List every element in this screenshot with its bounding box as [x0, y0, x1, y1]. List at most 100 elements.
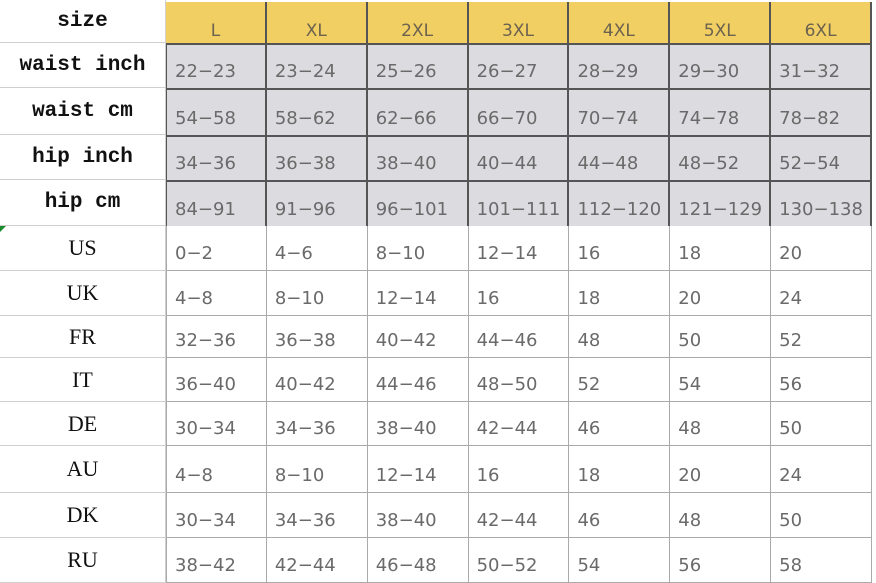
row-label: IT — [0, 358, 166, 402]
row-label: size — [0, 0, 166, 43]
row-label: FR — [0, 316, 166, 358]
column-header: L — [166, 2, 267, 43]
row-labels: size waist inch waist cm hip inch hip cm US UK… — [0, 0, 166, 583]
table-cell: 44−48 — [569, 135, 671, 180]
table-cell: 18 — [670, 226, 772, 271]
table-row: 34−36 36−38 38−40 40−44 44−48 48−52 52−54 — [166, 135, 873, 180]
table-row: 32−36 36−38 40−42 44−46 48 50 52 — [166, 316, 873, 358]
table-cell: 12−14 — [367, 446, 469, 493]
table-cell: 50−52 — [468, 538, 570, 583]
table-cell: 58−62 — [266, 88, 368, 135]
table-cell: 8−10 — [266, 446, 368, 493]
table-cell: 12−14 — [468, 226, 570, 271]
table-row: 30−34 34−36 38−40 42−44 46 48 50 — [166, 402, 873, 446]
table-cell: 84−91 — [166, 180, 267, 226]
table-cell: 52 — [771, 316, 873, 358]
row-label: UK — [0, 271, 166, 316]
table-cell: 78−82 — [771, 88, 873, 135]
table-cell: 52 — [569, 358, 671, 402]
table-cell: 36−38 — [266, 316, 368, 358]
table-cell: 91−96 — [266, 180, 368, 226]
table-cell: 48−50 — [468, 358, 570, 402]
table-cell: 18 — [569, 446, 671, 493]
table-row: 36−40 40−42 44−46 48−50 52 54 56 — [166, 358, 873, 402]
table-cell: 66−70 — [468, 88, 570, 135]
table-cell: 50 — [670, 316, 772, 358]
table-cell: 0−2 — [166, 226, 267, 271]
table-cell: 46 — [569, 493, 671, 538]
table-cell: 42−44 — [468, 493, 570, 538]
row-label: hip inch — [0, 135, 166, 180]
table-cell: 42−44 — [468, 402, 570, 446]
column-header: 6XL — [771, 2, 873, 43]
table-cell: 58 — [771, 538, 873, 583]
table-cell: 30−34 — [166, 493, 267, 538]
table-cell: 112−120 — [569, 180, 671, 226]
table-cell: 44−46 — [367, 358, 469, 402]
table-cell: 25−26 — [367, 43, 469, 88]
table-cell: 96−101 — [367, 180, 469, 226]
table-row: 54−58 58−62 62−66 66−70 70−74 74−78 78−82 — [166, 88, 873, 135]
table-cell: 50 — [771, 493, 873, 538]
table-cell: 54−58 — [166, 88, 267, 135]
table-row: 30−34 34−36 38−40 42−44 46 48 50 — [166, 493, 873, 538]
table-cell: 54 — [569, 538, 671, 583]
table-cell: 38−40 — [367, 493, 469, 538]
table-cell: 23−24 — [266, 43, 368, 88]
table-cell: 34−36 — [266, 493, 368, 538]
table-cell: 56 — [670, 538, 772, 583]
table-cell: 26−27 — [468, 43, 570, 88]
table-cell: 74−78 — [670, 88, 772, 135]
table-cell: 56 — [771, 358, 873, 402]
row-label: US — [0, 226, 166, 271]
column-header: 3XL — [468, 2, 570, 43]
header-row: L XL 2XL 3XL 4XL 5XL 6XL — [166, 2, 873, 43]
table-cell: 42−44 — [266, 538, 368, 583]
table-cell: 24 — [771, 446, 873, 493]
row-label: AU — [0, 446, 166, 493]
table-cell: 46−48 — [367, 538, 469, 583]
table-cell: 32−36 — [166, 316, 267, 358]
table-cell: 121−129 — [670, 180, 772, 226]
column-header: 2XL — [367, 2, 469, 43]
table-row: 84−91 91−96 96−101 101−111 112−120 121−129 130… — [166, 180, 873, 226]
table-cell: 4−6 — [266, 226, 368, 271]
table-cell: 4−8 — [166, 446, 267, 493]
table-cell: 46 — [569, 402, 671, 446]
table-cell: 36−38 — [266, 135, 368, 180]
row-label: waist cm — [0, 88, 166, 135]
table-cell: 8−10 — [367, 226, 469, 271]
table-cell: 50 — [771, 402, 873, 446]
column-header: 4XL — [569, 2, 671, 43]
row-label: DK — [0, 493, 166, 538]
table-cell: 101−111 — [468, 180, 570, 226]
table-row: 4−8 8−10 12−14 16 18 20 24 — [166, 446, 873, 493]
table-cell: 54 — [670, 358, 772, 402]
table-cell: 48−52 — [670, 135, 772, 180]
table-cell: 52−54 — [771, 135, 873, 180]
row-label: waist inch — [0, 43, 166, 88]
table-cell: 70−74 — [569, 88, 671, 135]
table-cell: 20 — [670, 446, 772, 493]
column-header: XL — [266, 2, 368, 43]
table-cell: 40−42 — [367, 316, 469, 358]
table-cell: 40−42 — [266, 358, 368, 402]
table-cell: 28−29 — [569, 43, 671, 88]
table-cell: 48 — [670, 402, 772, 446]
table-cell: 44−46 — [468, 316, 570, 358]
row-label: hip cm — [0, 180, 166, 226]
table-cell: 24 — [771, 271, 873, 316]
table-row: 0−2 4−6 8−10 12−14 16 18 20 — [166, 226, 873, 271]
table-cell: 20 — [670, 271, 772, 316]
table-cell: 29−30 — [670, 43, 772, 88]
table-cell: 4−8 — [166, 271, 267, 316]
cell-marker — [0, 226, 6, 232]
table-cell: 38−40 — [367, 135, 469, 180]
table-row: 38−42 42−44 46−48 50−52 54 56 58 — [166, 538, 873, 583]
table-cell: 8−10 — [266, 271, 368, 316]
table-cell: 16 — [569, 226, 671, 271]
table-cell: 48 — [569, 316, 671, 358]
table-cell: 38−40 — [367, 402, 469, 446]
table-cell: 18 — [569, 271, 671, 316]
